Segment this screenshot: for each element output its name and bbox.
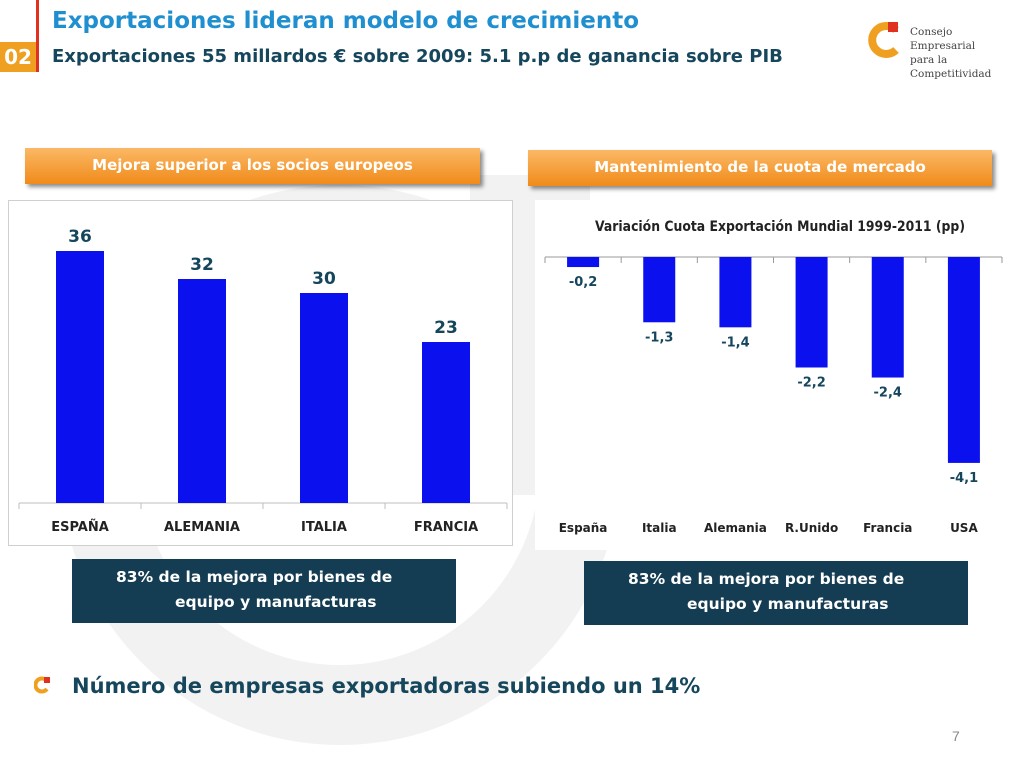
category-label: ESPAÑA <box>51 519 109 535</box>
data-label: -2,2 <box>797 375 825 390</box>
category-label: ALEMANIA <box>164 520 240 535</box>
left-note-line-2: equipo y manufacturas <box>175 593 377 611</box>
logo-line-1: Consejo Empresarial <box>910 26 976 52</box>
category-label: Francia <box>863 521 912 535</box>
slide-title: Exportaciones lideran modelo de crecimie… <box>52 8 640 34</box>
data-label: -2,4 <box>874 386 902 401</box>
data-label: 36 <box>68 227 92 247</box>
data-label: -1,4 <box>721 335 749 350</box>
right-note-line-1: 83% de la mejora por bienes de <box>628 570 905 588</box>
left-chart-panel: 36 ESPAÑA 32 ALEMANIA 30 ITALIA 23 FRANCIA <box>8 200 513 546</box>
logo-text: Consejo Empresarial para la Competitivid… <box>910 25 1016 81</box>
logo-line-2: para la <box>910 54 948 66</box>
category-label: Italia <box>642 521 677 535</box>
slide-subtitle: Exportaciones 55 millardos € sobre 2009:… <box>52 46 783 67</box>
data-label: -0,2 <box>569 275 597 290</box>
right-note-line-2: equipo y manufacturas <box>687 595 889 613</box>
category-label: Alemania <box>704 521 767 535</box>
bar <box>56 251 104 503</box>
data-label: -4,1 <box>950 471 978 486</box>
left-note-box: 83% de la mejora por bienes de equipo y … <box>72 559 456 623</box>
right-section-heading: Mantenimiento de la cuota de mercado <box>528 150 992 186</box>
bar <box>567 257 600 268</box>
chart-title: Variación Cuota Exportación Mundial 1999… <box>595 219 965 235</box>
right-chart-panel: Variación Cuota Exportación Mundial 1999… <box>535 200 1017 550</box>
bar <box>871 257 904 378</box>
bar <box>422 342 470 503</box>
logo-line-3: Competitividad <box>910 68 992 80</box>
bar <box>947 257 980 463</box>
right-note-box: 83% de la mejora por bienes de equipo y … <box>584 561 968 625</box>
category-label: FRANCIA <box>414 520 478 535</box>
company-logo: Consejo Empresarial para la Competitivid… <box>866 14 1016 80</box>
left-bar-chart: 36 ESPAÑA 32 ALEMANIA 30 ITALIA 23 FRANCIA <box>18 227 508 535</box>
category-label: R.Unido <box>785 521 838 535</box>
bar <box>719 257 752 328</box>
category-label: España <box>559 521 608 535</box>
bullet-text: Número de empresas exportadoras subiendo… <box>72 674 701 698</box>
bar <box>643 257 676 323</box>
bar <box>795 257 828 368</box>
category-label: USA <box>950 521 978 535</box>
data-label: 23 <box>434 318 458 338</box>
left-note-line-1: 83% de la mejora por bienes de <box>116 568 393 586</box>
category-label: ITALIA <box>301 520 347 535</box>
bar <box>300 293 348 503</box>
logo-c-icon <box>868 22 899 58</box>
bar <box>178 279 226 503</box>
page-number: 7 <box>952 728 960 744</box>
bullet-logo-icon <box>34 676 50 694</box>
header-divider <box>36 0 39 72</box>
right-bar-chart: Variación Cuota Exportación Mundial 1999… <box>544 219 1003 535</box>
data-label: 32 <box>190 255 214 275</box>
data-label: 30 <box>312 269 336 289</box>
section-number-badge: 02 <box>0 42 36 72</box>
left-section-heading: Mejora superior a los socios europeos <box>25 148 480 184</box>
data-label: -1,3 <box>645 330 673 345</box>
